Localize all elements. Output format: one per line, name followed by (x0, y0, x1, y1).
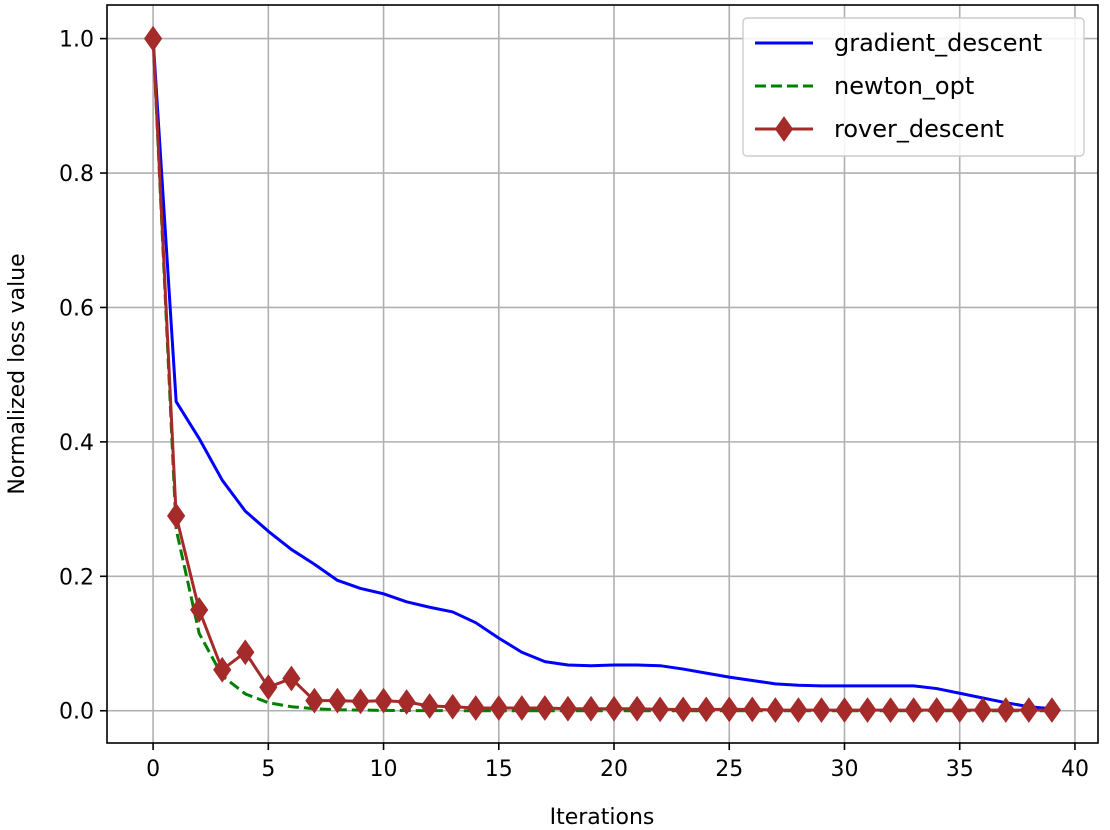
x-tick-label: 5 (261, 757, 275, 782)
legend-label: newton_opt (834, 72, 974, 100)
x-tick-label: 0 (146, 757, 160, 782)
series-gradient-descent (151, 38, 1053, 711)
y-tick-label: 0.0 (59, 700, 94, 725)
data-point (766, 697, 785, 723)
data-point (835, 697, 854, 723)
data-point (927, 697, 946, 723)
data-point (328, 687, 347, 714)
data-point (259, 674, 278, 701)
data-point (743, 696, 762, 723)
data-point (558, 695, 578, 722)
data-point (535, 695, 554, 721)
data-point (443, 693, 462, 720)
y-tick-label: 0.4 (59, 431, 94, 456)
y-axis-label: Normalized loss value (5, 253, 30, 494)
ticks: 0 5 10 15 20 25 30 35 40 0.0 0.2 0.4 0.6 0.8 1.0 (59, 28, 1089, 782)
series-line (151, 38, 1053, 711)
data-point (858, 697, 877, 723)
data-point (973, 697, 992, 723)
legend-label: rover_descent (834, 115, 1004, 143)
legend-label: gradient_descent (834, 29, 1042, 57)
data-point (305, 687, 324, 714)
x-tick-label: 15 (485, 757, 513, 782)
x-tick-label: 10 (370, 757, 398, 782)
data-point (374, 687, 393, 714)
data-point (651, 696, 670, 723)
y-tick-label: 0.6 (59, 296, 94, 321)
series-layer (143, 25, 1062, 723)
x-axis-label: Iterations (550, 805, 655, 830)
x-tick-label: 40 (1061, 757, 1089, 782)
data-point (143, 25, 163, 52)
data-point (1019, 697, 1038, 723)
legend-marker (774, 116, 794, 142)
data-point (420, 693, 439, 719)
data-point (282, 665, 301, 692)
data-point (466, 695, 485, 721)
x-tick-label: 25 (715, 757, 743, 782)
data-point (397, 689, 416, 715)
plot-frame (106, 4, 1099, 744)
data-point (996, 697, 1015, 723)
data-point (489, 695, 508, 721)
data-point (674, 696, 693, 723)
data-point (512, 695, 531, 721)
y-tick-label: 1.0 (59, 28, 94, 53)
data-point (950, 697, 969, 723)
legend-box (742, 17, 1085, 157)
data-point (1042, 697, 1062, 723)
data-point (581, 695, 601, 722)
data-point (167, 502, 186, 529)
data-point (720, 696, 739, 723)
y-tick-label: 0.2 (59, 565, 94, 590)
data-point (627, 695, 647, 722)
x-tick-label: 30 (830, 757, 858, 782)
legend: gradient_descent newton_opt rover_descent (742, 17, 1085, 157)
series-rover-descent (143, 25, 1062, 723)
data-point (789, 697, 808, 723)
x-tick-label: 20 (600, 757, 628, 782)
data-point (881, 697, 900, 723)
y-tick-label: 0.8 (59, 162, 94, 187)
data-point (812, 697, 831, 723)
data-point (697, 696, 716, 723)
data-point (351, 688, 370, 715)
data-point (190, 597, 209, 623)
x-tick-label: 35 (946, 757, 974, 782)
data-point (236, 639, 255, 666)
data-point (213, 656, 232, 683)
series-line (151, 38, 1052, 712)
data-point (604, 695, 624, 722)
data-point (904, 697, 923, 723)
